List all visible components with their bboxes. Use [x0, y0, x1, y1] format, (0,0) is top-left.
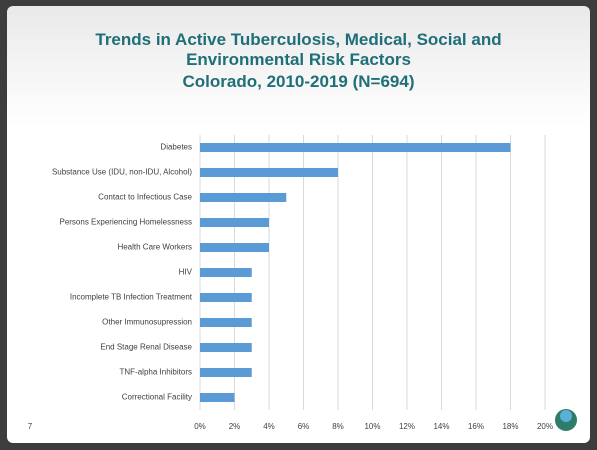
x-tick-label: 14% — [433, 422, 449, 431]
bar — [200, 143, 511, 152]
x-tick-label: 4% — [263, 422, 275, 431]
y-tick-label: Contact to Infectious Case — [98, 193, 192, 202]
x-tick-label: 10% — [364, 422, 380, 431]
x-tick-label: 20% — [537, 422, 553, 431]
x-tick-label: 2% — [229, 422, 241, 431]
bar — [200, 343, 252, 352]
y-tick-label: End Stage Renal Disease — [100, 343, 192, 352]
bar — [200, 268, 252, 277]
bar — [200, 243, 269, 252]
page-number: 7 — [28, 422, 33, 431]
chart-subtitle: Colorado, 2010-2019 (N=694) — [182, 72, 415, 91]
y-tick-label: Other Immunosupression — [102, 318, 192, 327]
bar — [200, 193, 287, 202]
y-tick-label: Correctional Facility — [122, 393, 192, 402]
x-tick-label: 0% — [194, 422, 206, 431]
bar — [200, 393, 235, 402]
bar — [200, 293, 252, 302]
slide: Trends in Active Tuberculosis, Medical, … — [7, 6, 590, 443]
y-tick-label: Health Care Workers — [117, 243, 192, 252]
x-tick-label: 12% — [399, 422, 415, 431]
y-tick-label: TNF-alpha Inhibitors — [120, 368, 192, 377]
y-tick-label: Substance Use (IDU, non-IDU, Alcohol) — [52, 168, 192, 177]
y-tick-label: Persons Experiencing Homelessness — [59, 218, 192, 227]
logo — [555, 409, 577, 431]
y-tick-label: Incomplete TB Infection Treatment — [70, 293, 193, 302]
bar — [200, 368, 252, 377]
bar — [200, 218, 269, 227]
x-tick-label: 8% — [332, 422, 344, 431]
y-tick-label: Diabetes — [160, 143, 192, 152]
x-tick-label: 6% — [298, 422, 310, 431]
chart-title: Trends in Active Tuberculosis, Medical, … — [95, 30, 502, 69]
y-tick-label: HIV — [179, 268, 193, 277]
bar — [200, 168, 338, 177]
x-tick-label: 16% — [468, 422, 484, 431]
bar — [200, 318, 252, 327]
x-tick-label: 18% — [502, 422, 518, 431]
